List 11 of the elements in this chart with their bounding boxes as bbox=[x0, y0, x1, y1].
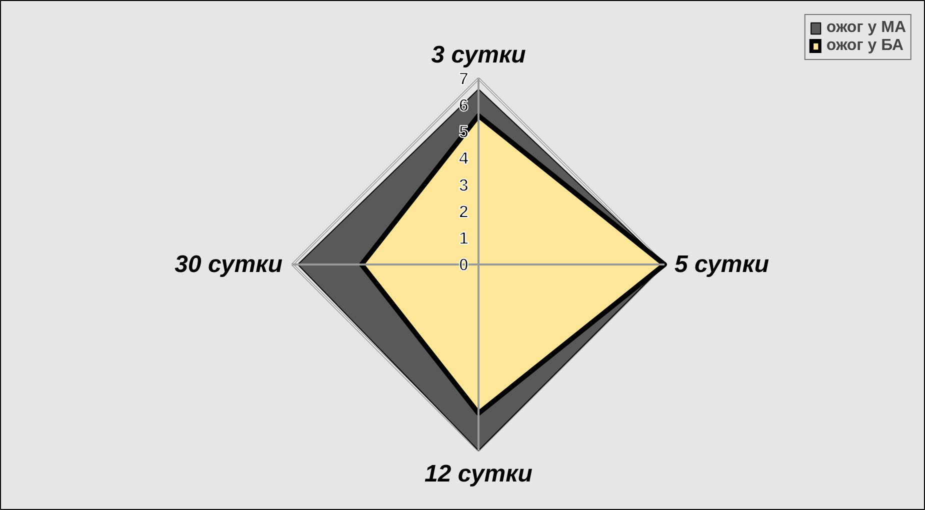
legend-label: ожог у МА bbox=[826, 19, 906, 37]
spoke-label: 30 сутки bbox=[174, 251, 283, 278]
spoke-label: 5 сутки bbox=[674, 251, 770, 278]
y-tick-label: 2 bbox=[458, 201, 469, 222]
y-tick-label: 7 bbox=[458, 68, 469, 88]
y-tick-label: 3 bbox=[458, 174, 469, 195]
legend-label: ожог у БА bbox=[826, 37, 904, 55]
spoke-label: 12 сутки bbox=[424, 460, 533, 488]
y-tick-label: 4 bbox=[458, 148, 469, 168]
y-tick-label: 1 bbox=[458, 228, 469, 248]
spoke-label: 3 сутки bbox=[431, 42, 526, 68]
